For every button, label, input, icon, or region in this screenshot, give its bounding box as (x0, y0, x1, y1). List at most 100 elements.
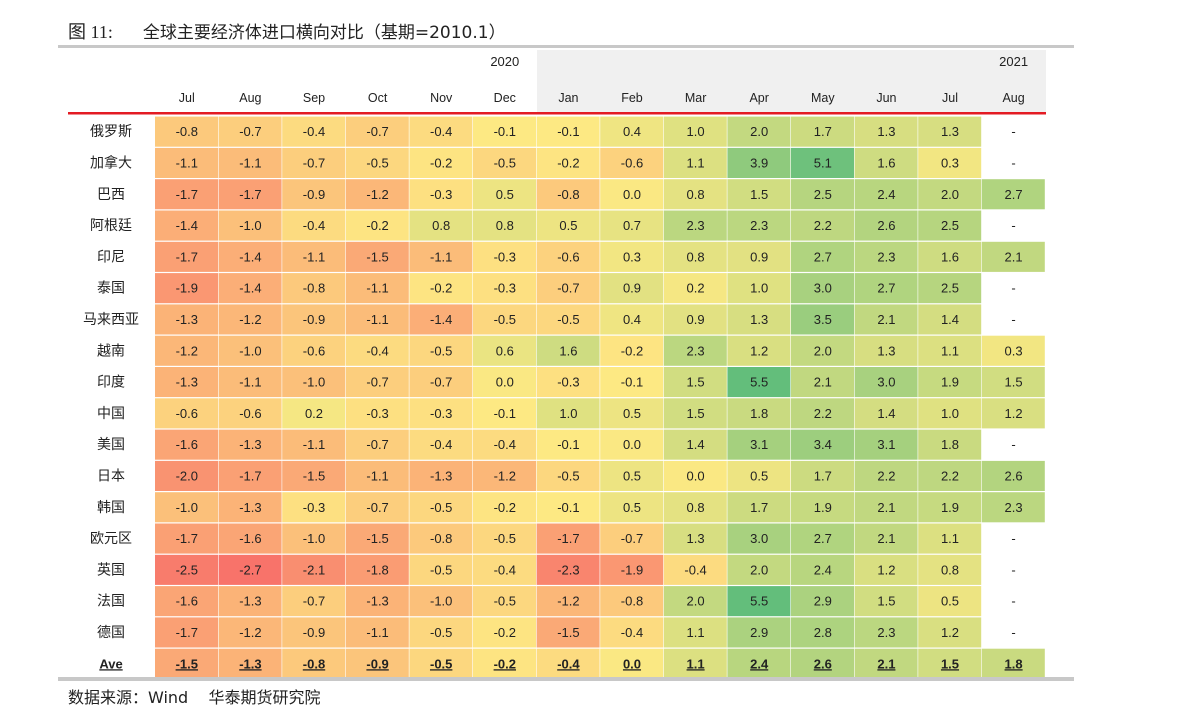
cell-value: 0.3 (623, 249, 641, 264)
cell-value: 2.2 (814, 218, 832, 233)
cell-value: -1.2 (239, 312, 261, 327)
heat-cell (282, 460, 346, 491)
cell-value: -0.4 (494, 562, 516, 577)
cell-value: -0.8 (430, 531, 452, 546)
row-label: 阿根廷 (90, 217, 132, 233)
cell-value: - (1011, 124, 1015, 139)
heat-cell (791, 147, 854, 178)
cell-value: -2.0 (176, 468, 198, 483)
heat-cell (918, 398, 982, 429)
cell-value: 1.4 (877, 406, 895, 421)
cell-value: 1.5 (687, 375, 705, 390)
cell-value: -1.8 (366, 562, 388, 577)
heat-cell (854, 398, 918, 429)
heat-cell (473, 241, 536, 272)
cell-value: 1.5 (750, 187, 768, 202)
cell-value: 1.3 (941, 124, 959, 139)
heat-cell (600, 460, 664, 491)
heat-cell (981, 398, 1045, 429)
heat-cell (918, 304, 982, 335)
heat-cell (345, 304, 409, 335)
heat-cell (791, 116, 854, 147)
cell-value: 0.6 (496, 343, 514, 358)
cell-value: -1.1 (366, 625, 388, 640)
column-header: Aug (1002, 91, 1024, 105)
cell-value: 2.0 (687, 594, 705, 609)
cell-value: -0.1 (621, 375, 643, 390)
cell-value: -1.0 (239, 218, 261, 233)
heat-cell (727, 147, 791, 178)
column-header: Sep (303, 91, 325, 105)
cell-value: -1.5 (303, 468, 325, 483)
cell-value: -1.2 (239, 625, 261, 640)
heat-cell (155, 492, 218, 523)
cell-value: -1.2 (494, 468, 516, 483)
heat-cell (218, 116, 282, 147)
cell-value: 5.5 (750, 594, 768, 609)
cell-value: -0.5 (494, 155, 516, 170)
cell-value: -0.7 (430, 375, 452, 390)
cell-value: 2.6 (877, 218, 895, 233)
column-header: Jan (558, 91, 578, 105)
cell-value: -1.3 (366, 594, 388, 609)
heat-cell (473, 429, 536, 460)
heat-cell (218, 554, 282, 585)
cell-value: -0.7 (303, 155, 325, 170)
row-label: 马来西亚 (83, 311, 139, 327)
cell-value: 2.8 (814, 625, 832, 640)
heat-cell (791, 648, 854, 679)
cell-value: -1.7 (176, 187, 198, 202)
cell-value: -1.5 (557, 625, 579, 640)
cell-value: 2.3 (877, 249, 895, 264)
heat-cell (727, 241, 791, 272)
cell-value: -0.7 (366, 375, 388, 390)
cell-value: -1.7 (239, 468, 261, 483)
row-label: 巴西 (97, 186, 125, 202)
heat-cell (473, 335, 536, 366)
heat-cell (600, 241, 664, 272)
heat-cell (727, 273, 791, 304)
cell-value: 2.2 (941, 468, 959, 483)
cell-value: 1.7 (750, 500, 768, 515)
cell-value: -1.2 (366, 187, 388, 202)
cell-value: 0.7 (623, 218, 641, 233)
heat-cell (918, 241, 982, 272)
cell-value: -0.6 (557, 249, 579, 264)
cell-value: -0.5 (557, 312, 579, 327)
cell-value: - (1011, 437, 1015, 452)
heat-cell (854, 273, 918, 304)
heat-cell (409, 492, 473, 523)
cell-value: -1.0 (303, 531, 325, 546)
heat-cell (473, 492, 536, 523)
heat-cell (282, 335, 346, 366)
heat-cell (473, 179, 536, 210)
heat-cell (155, 586, 218, 617)
heat-cell (536, 398, 600, 429)
figure-title: 图 11: 全球主要经济体进口横向对比（基期=2010.1） (68, 18, 506, 44)
cell-value: 0.3 (941, 155, 959, 170)
heat-cell (854, 210, 918, 241)
heat-cell (727, 179, 791, 210)
cell-value: 0.8 (687, 187, 705, 202)
cell-value: 2.2 (877, 468, 895, 483)
cell-value: -1.0 (176, 500, 198, 515)
heat-cell (282, 586, 346, 617)
heat-cell (155, 304, 218, 335)
heat-cell (854, 460, 918, 491)
heat-cell (918, 273, 982, 304)
cell-value: 2.4 (877, 187, 895, 202)
heat-cell (663, 523, 727, 554)
row-label: 越南 (97, 342, 125, 358)
heat-cell (663, 398, 727, 429)
cell-value: 2.0 (941, 187, 959, 202)
heat-cell (981, 335, 1045, 366)
cell-value: 1.9 (941, 500, 959, 515)
heat-cell (282, 241, 346, 272)
cell-value: -0.7 (303, 594, 325, 609)
cell-value: -0.8 (557, 187, 579, 202)
cell-value: -1.1 (366, 468, 388, 483)
cell-value: 3.9 (750, 155, 768, 170)
cell-value: 1.3 (877, 124, 895, 139)
cell-value: -1.3 (430, 468, 452, 483)
heat-cell (473, 398, 536, 429)
